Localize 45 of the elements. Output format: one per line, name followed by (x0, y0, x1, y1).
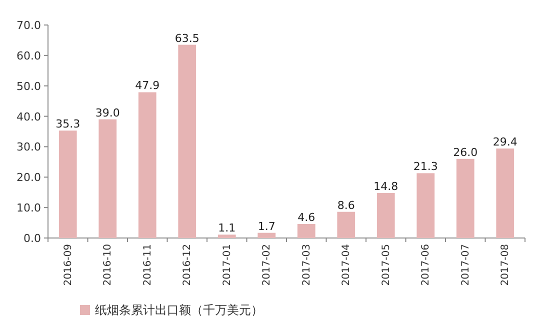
data-label: 29.4 (492, 136, 518, 149)
data-label: 35.3 (56, 118, 80, 131)
data-label: 14.8 (374, 180, 398, 193)
bar (218, 234, 236, 238)
data-label: 4.6 (298, 211, 316, 224)
data-label: 1.1 (218, 222, 236, 235)
x-tick-label: 2017-05 (380, 244, 392, 286)
y-tick-label: 60.0 (16, 49, 41, 62)
x-tick-label: 2017-03 (301, 244, 312, 286)
data-label: 63.5 (174, 32, 200, 45)
legend-label: 纸烟条累计出口额（千万美元） (95, 303, 263, 317)
bar (98, 119, 117, 238)
bar (297, 224, 316, 238)
data-label: 21.3 (413, 160, 438, 174)
x-tick-label: 2017-02 (262, 244, 273, 286)
bar (138, 92, 156, 238)
bar (456, 158, 474, 238)
y-tick-label: 70.0 (16, 19, 41, 32)
data-label: 8.6 (337, 198, 355, 212)
data-label: 39.0 (95, 106, 120, 120)
x-tick-label: 2016-10 (102, 244, 114, 286)
x-tick-label: 2017-04 (341, 244, 352, 286)
data-label: 47.9 (135, 79, 160, 92)
bar (376, 192, 395, 238)
x-tick-label: 2016-11 (142, 244, 154, 286)
x-tick-label: 2016-09 (62, 244, 74, 286)
data-label: 1.7 (258, 220, 276, 233)
bar (337, 212, 356, 238)
data-label: 26.0 (453, 146, 478, 159)
y-tick-label: 10.0 (16, 202, 41, 215)
bar (258, 232, 276, 238)
x-tick-label: 2016-12 (182, 244, 194, 286)
y-tick-label: 50.0 (16, 80, 41, 93)
y-tick-label: 30.0 (16, 140, 41, 154)
y-tick-label: 40.0 (16, 110, 41, 124)
bar (58, 130, 77, 238)
bar (416, 173, 435, 238)
bar (178, 44, 196, 238)
y-tick-label: 0.0 (24, 232, 41, 245)
x-tick-label: 2017-07 (460, 244, 472, 286)
y-tick-label: 20.0 (16, 171, 41, 184)
x-tick-label: 2017-06 (420, 244, 432, 286)
x-tick-label: 2017-08 (500, 244, 512, 286)
x-tick-label: 2017-01 (222, 244, 233, 286)
bar (496, 148, 514, 238)
